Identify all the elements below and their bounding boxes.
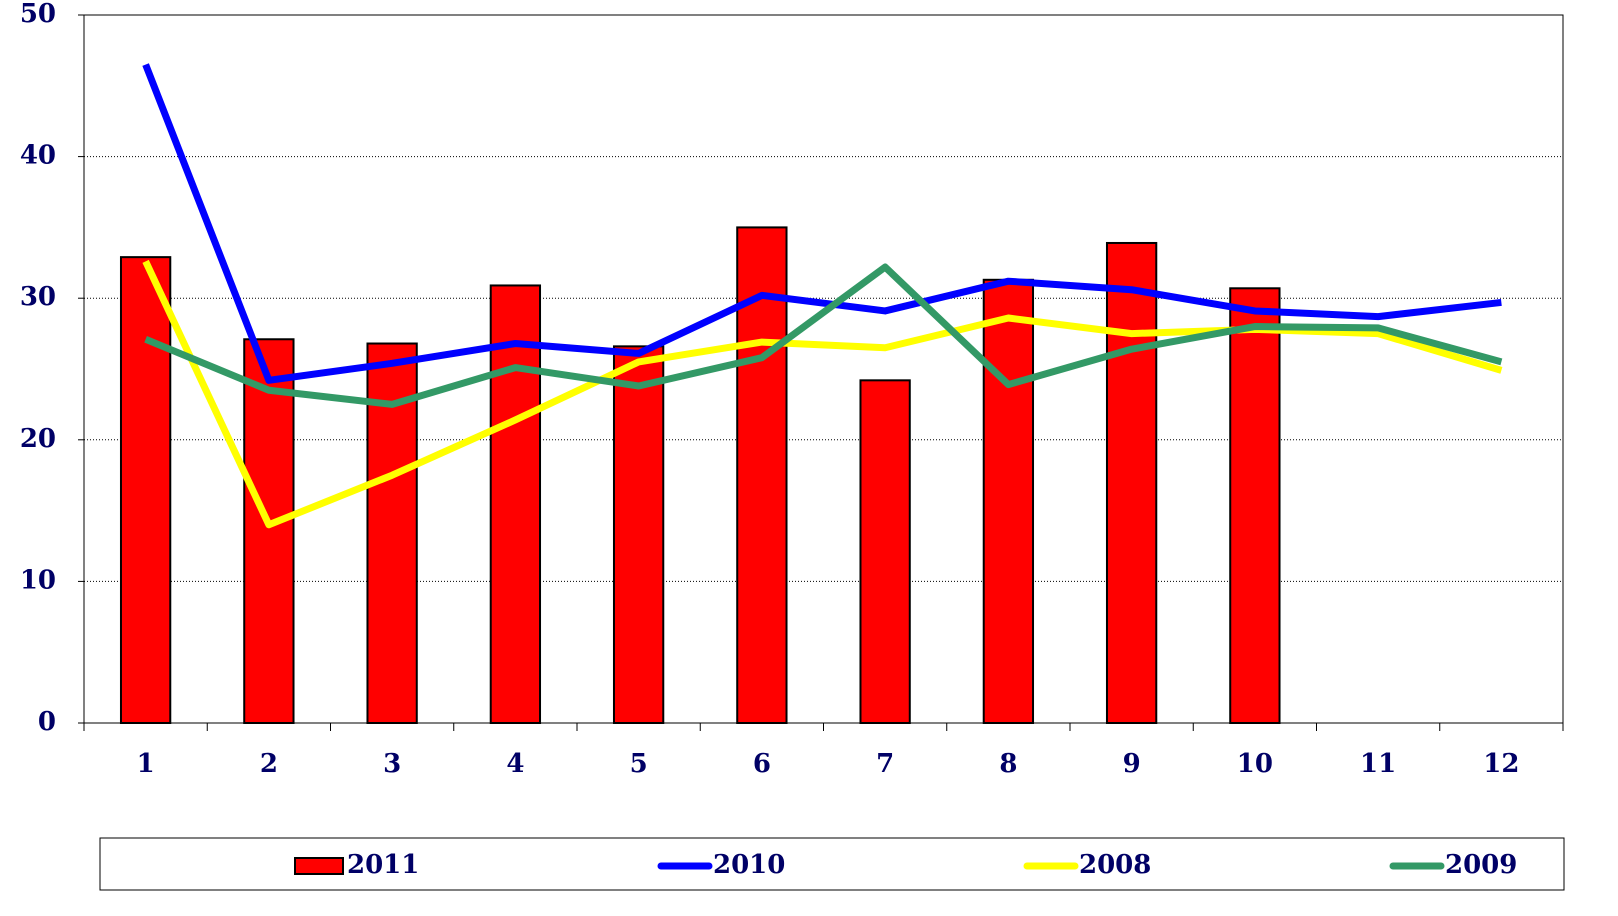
bar xyxy=(736,226,788,724)
x-tick-label: 3 xyxy=(383,749,401,779)
y-tick-label: 0 xyxy=(38,707,56,737)
bar xyxy=(982,278,1035,724)
y-tick-label: 30 xyxy=(20,282,56,312)
bar xyxy=(859,379,911,724)
legend-label: 2009 xyxy=(1445,850,1517,880)
bar xyxy=(243,338,295,724)
x-tick-label: 10 xyxy=(1237,749,1273,779)
x-tick-label: 1 xyxy=(137,749,155,779)
y-tick-label: 20 xyxy=(20,424,56,454)
y-tick-label: 50 xyxy=(20,0,56,29)
legend-label: 2010 xyxy=(713,850,785,880)
x-tick-label: 7 xyxy=(876,749,894,779)
x-tick-label: 2 xyxy=(260,749,278,779)
x-tick-label: 4 xyxy=(506,749,524,779)
x-tick-label: 5 xyxy=(630,749,648,779)
bar xyxy=(489,284,542,724)
legend-label: 2008 xyxy=(1079,850,1151,880)
line xyxy=(144,263,1503,408)
bar xyxy=(119,256,172,724)
x-tick-label: 11 xyxy=(1360,749,1396,779)
x-tick-label: 12 xyxy=(1483,749,1519,779)
legend-swatch xyxy=(294,857,344,875)
x-tick-label: 8 xyxy=(999,749,1017,779)
legend-label: 2011 xyxy=(347,850,419,880)
plot-area xyxy=(83,14,1564,724)
y-tick-label: 40 xyxy=(20,141,56,171)
line xyxy=(142,63,1502,384)
bar xyxy=(1229,287,1281,724)
x-tick-label: 6 xyxy=(753,749,771,779)
bar xyxy=(1105,241,1158,724)
bar xyxy=(612,345,665,724)
x-tick-label: 9 xyxy=(1123,749,1141,779)
y-tick-label: 10 xyxy=(20,565,56,595)
